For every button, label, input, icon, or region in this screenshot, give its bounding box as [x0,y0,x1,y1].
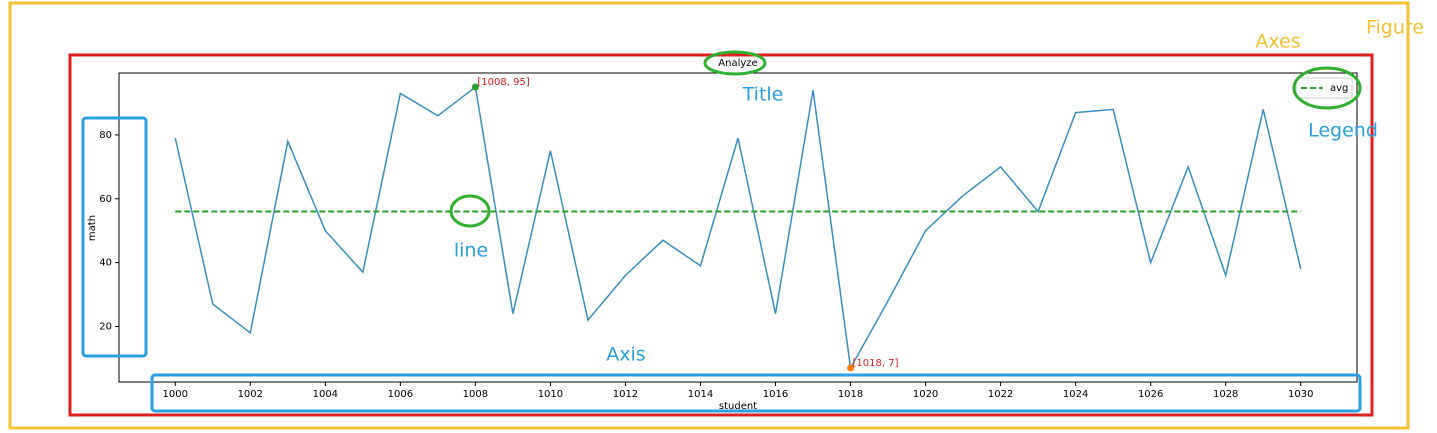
y-axis-title: math [87,215,98,241]
legend-label: Legend [1308,120,1378,142]
x-tick-label: 1012 [613,389,638,400]
x-tick-label: 1030 [1288,389,1313,400]
x-tick-label: 1010 [538,389,563,400]
title-label: Title [742,84,784,106]
x-tick-label: 1026 [1138,389,1163,400]
x-tick-label: 1018 [838,389,863,400]
line-highlight [449,194,491,228]
legend-label: avg [1330,83,1348,94]
x-tick-label: 1014 [688,389,713,400]
x-tick-label: 1022 [988,389,1013,400]
annotation-point [471,83,479,91]
x-axis-title: student [719,401,757,412]
x-tick-label: 1008 [463,389,488,400]
axes-box [68,53,1374,417]
title-highlight [703,50,767,76]
y-tick-label: 80 [99,130,112,141]
chart-title: Analyze [718,58,757,69]
figure-box [8,1,1410,430]
x-tick-label: 1016 [763,389,788,400]
x-tick-label: 1000 [163,389,188,400]
x-tick-label: 1006 [388,389,413,400]
plot-frame [118,72,1358,383]
axis-label: Axis [606,344,645,366]
y-tick-label: 60 [99,194,112,205]
line-label: line [454,240,488,262]
y-axis-highlight [81,116,148,358]
x-tick-label: 1004 [313,389,338,400]
figure-label: Figure [1366,17,1424,39]
x-axis-highlight [150,373,1362,413]
plot: 20 40 60 80 1000 1002 1004 1006 1008 1010 1012 1014… [99,77,1353,400]
y-tick-label: 40 [99,258,112,269]
y-tick-label: 20 [99,321,112,332]
x-tick-label: 1028 [1213,389,1238,400]
annotation-text: [1018, 7] [853,358,899,369]
annotation-point [847,364,855,372]
axes-label: Axes [1255,31,1300,53]
x-tick-label: 1002 [238,389,263,400]
legend-highlight [1292,66,1362,110]
x-tick-label: 1020 [913,389,938,400]
x-tick-label: 1024 [1063,389,1088,400]
data-line [174,85,1302,371]
legend-box [1295,77,1353,99]
annotation-text: [1008, 95] [477,77,529,88]
